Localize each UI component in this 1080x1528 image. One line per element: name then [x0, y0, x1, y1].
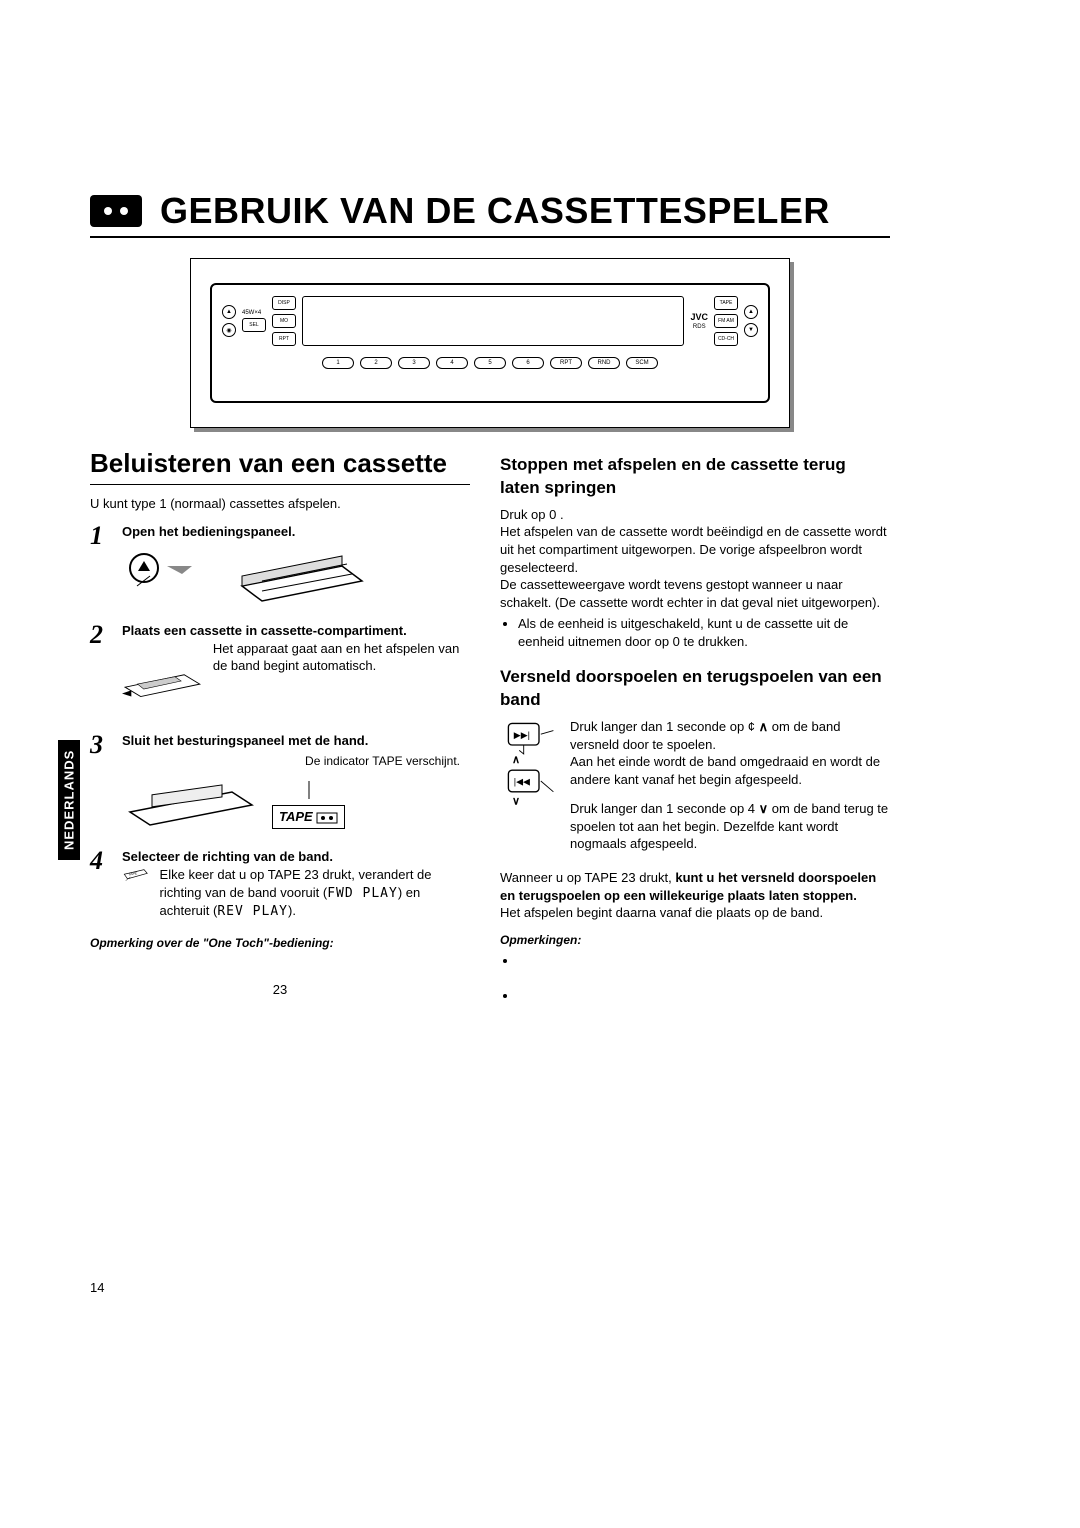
step-3-caption: De indicator TAPE verschijnt. [122, 753, 460, 769]
device-illustration: ▲ ◉ 45W×4 SEL DISP MO RPT JVC RDS [190, 258, 790, 428]
svg-text:∨: ∨ [512, 796, 520, 808]
tape-button-illus: TAPE [122, 866, 150, 906]
up-icon: ▲ [744, 305, 758, 319]
step-1: 1 Open het bedieningspaneel. [90, 523, 470, 613]
chevron-up-icon: ∧ [759, 719, 769, 734]
disp-btn: DISP [272, 296, 296, 310]
fmam-src-btn: FM AM [714, 314, 738, 328]
num-5: 5 [474, 357, 506, 369]
page-title: GEBRUIK VAN DE CASSETTESPELER [160, 190, 830, 232]
interrupt-paragraph: Wanneer u op TAPE 23 drukt, kunt u het v… [500, 869, 890, 904]
cassette-icon [90, 195, 142, 227]
tape-indicator-badge: TAPE [272, 805, 345, 829]
num-6: 6 [512, 357, 544, 369]
step-4-number: 4 [90, 848, 112, 920]
down-icon: ▼ [744, 323, 758, 337]
one-touch-note-label: Opmerking over de "One Toch"-bediening: [90, 935, 470, 951]
intro-text: U kunt type 1 (normaal) cassettes afspel… [90, 495, 470, 513]
left-column: Beluisteren van een cassette U kunt type… [90, 446, 470, 1005]
section-title-listen: Beluisteren van een cassette [90, 446, 470, 485]
power-spec: 45W×4 [242, 310, 266, 316]
eject-button-illus [122, 546, 222, 606]
rds-label: RDS [693, 324, 706, 330]
note-item [518, 987, 890, 1005]
step-3-number: 3 [90, 732, 112, 839]
step-3: 3 Sluit het besturingspaneel met de hand… [90, 732, 470, 839]
step-2: 2 Plaats een cassette in cassette-compar… [90, 622, 470, 722]
ff-rew-buttons-illus: ▶▶| ∧ |◀◀ ∨ [500, 718, 560, 808]
svg-text:∧: ∧ [512, 754, 520, 766]
step-2-body: Het apparaat gaat aan en het afspelen va… [213, 640, 470, 675]
ff-heading: Versneld doorspoelen en terugspoelen van… [500, 666, 890, 712]
chevron-down-icon: ∨ [759, 801, 769, 816]
power-icon: ◉ [222, 323, 236, 337]
num-scm: SCM [626, 357, 658, 369]
ff-p2: Aan het einde wordt de band omgedraaid e… [570, 753, 890, 788]
num-3: 3 [398, 357, 430, 369]
number-button-row: 1 2 3 4 5 6 RPT RND SCM [222, 357, 758, 369]
cdch-src-btn: CD-CH [714, 332, 738, 346]
num-rnd: RND [588, 357, 620, 369]
device-screen [302, 296, 684, 346]
sel-button-icon: SEL [242, 318, 266, 332]
page-content: GEBRUIK VAN DE CASSETTESPELER ▲ ◉ 45W×4 … [90, 190, 890, 1005]
notes-list [500, 952, 890, 1005]
num-2: 2 [360, 357, 392, 369]
mo-btn: MO [272, 314, 296, 328]
stop-bullet: Als de eenheid is uitgeschakeld, kunt u … [518, 615, 890, 650]
close-panel-illus [122, 777, 262, 832]
svg-text:▶▶|: ▶▶| [514, 730, 530, 740]
stop-heading: Stoppen met afspelen en de cassette teru… [500, 454, 890, 500]
num-4: 4 [436, 357, 468, 369]
page-number: 14 [90, 1280, 104, 1295]
step-4: 4 Selecteer de richting van de band. TAP… [90, 848, 470, 920]
title-row: GEBRUIK VAN DE CASSETTESPELER [90, 190, 890, 238]
eject-icon: ▲ [222, 305, 236, 319]
step-2-number: 2 [90, 622, 112, 722]
step-4-label: Selecteer de richting van de band. [122, 848, 470, 866]
num-1: 1 [322, 357, 354, 369]
insert-cassette-illus [122, 646, 203, 716]
stop-bullet-list: Als de eenheid is uitgeschakeld, kunt u … [500, 615, 890, 650]
pointer-line-icon [299, 781, 319, 801]
interrupt-post: Het afspelen begint daarna vanaf die pla… [500, 904, 890, 922]
step-2-label: Plaats een cassette in cassette-comparti… [122, 622, 470, 640]
rpt-btn: RPT [272, 332, 296, 346]
panel-open-illus [232, 546, 372, 606]
step-1-label: Open het bedieningspaneel. [122, 523, 470, 541]
step-4-body: Elke keer dat u op TAPE 23 drukt, verand… [160, 866, 470, 921]
stop-p1: Druk op 0 . [500, 506, 890, 524]
ref-page: 23 [90, 981, 470, 999]
step-3-label: Sluit het besturingspaneel met de hand. [122, 732, 470, 750]
tape-src-btn: TAPE [714, 296, 738, 310]
stop-p3: De cassetteweergave wordt tevens gestopt… [500, 576, 890, 611]
stop-p2: Het afspelen van de cassette wordt beëin… [500, 523, 890, 576]
brand-label: JVC [690, 312, 708, 322]
ff-p3: Druk langer dan 1 seconde op 4 ∨ om de b… [570, 800, 890, 853]
step-1-number: 1 [90, 523, 112, 613]
language-tab: NEDERLANDS [58, 740, 80, 860]
svg-text:|◀◀: |◀◀ [514, 777, 530, 787]
note-item [518, 952, 890, 970]
right-column: Stoppen met afspelen en de cassette teru… [500, 446, 890, 1005]
ff-p1: Druk langer dan 1 seconde op ¢ ∧ om de b… [570, 718, 890, 753]
notes-label: Opmerkingen: [500, 932, 890, 948]
num-rpt: RPT [550, 357, 582, 369]
